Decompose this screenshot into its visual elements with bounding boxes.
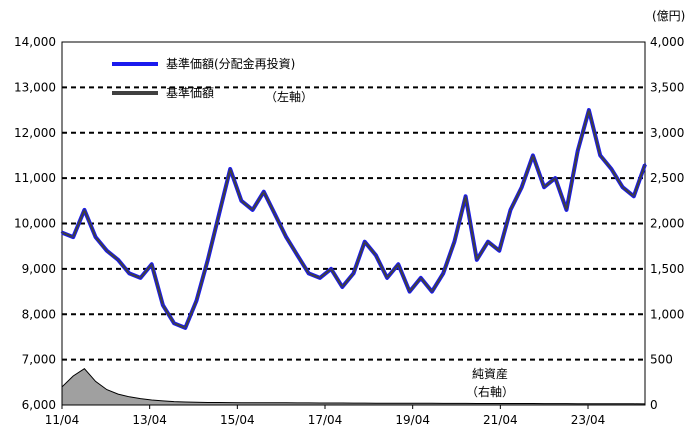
x-axis-tick-label: 11/04 bbox=[45, 413, 80, 427]
right-axis-tick-label: 2,500 bbox=[650, 171, 684, 185]
nav-point bbox=[498, 249, 501, 252]
nav-point bbox=[251, 209, 254, 211]
nav-point bbox=[610, 168, 613, 170]
nav-point bbox=[621, 186, 624, 188]
left-axis-tick-label: 10,000 bbox=[14, 217, 56, 231]
left-axis-tick-label: 7,000 bbox=[22, 353, 56, 367]
nav-point bbox=[363, 240, 366, 243]
left-axis-tick-label: 9,000 bbox=[22, 262, 56, 276]
nav-point bbox=[307, 272, 310, 275]
right-axis-unit: (億円) bbox=[652, 9, 685, 23]
legend: 基準価額(分配金再投資) 基準価額 bbox=[112, 56, 295, 100]
nav-point bbox=[296, 254, 299, 257]
nav-point bbox=[644, 163, 646, 166]
nav-point bbox=[83, 209, 86, 211]
nav-point bbox=[408, 290, 411, 293]
x-axis-tick-label: 21/04 bbox=[483, 413, 518, 427]
right-axis-tick-label: 3,500 bbox=[650, 80, 684, 94]
nav-point bbox=[420, 277, 422, 279]
right-axis-tick-label: 3,000 bbox=[650, 126, 684, 140]
left-axis-tick-label: 12,000 bbox=[14, 126, 56, 140]
line-layer bbox=[60, 108, 647, 330]
legend-label-reinvest: 基準価額(分配金再投資) bbox=[166, 56, 295, 71]
nav-point bbox=[341, 286, 344, 288]
nav-point bbox=[386, 277, 388, 279]
nav-point bbox=[375, 254, 377, 257]
nav-point bbox=[285, 236, 288, 238]
nav-point bbox=[442, 272, 445, 275]
right-axis-note: （右軸） bbox=[466, 384, 514, 399]
nav-point bbox=[476, 259, 478, 261]
nav-point bbox=[274, 213, 276, 216]
nav-point bbox=[319, 277, 321, 279]
nav-point bbox=[431, 290, 433, 293]
left-axis-tick-label: 14,000 bbox=[14, 35, 56, 49]
nav-point bbox=[599, 154, 601, 157]
nav-point bbox=[453, 240, 456, 243]
nav-point bbox=[106, 249, 108, 252]
nav-point bbox=[207, 259, 209, 261]
nav-point bbox=[139, 277, 142, 279]
nav-point bbox=[173, 322, 175, 325]
left-axis-tick-label: 13,000 bbox=[14, 80, 56, 94]
legend-label-nav: 基準価額 bbox=[166, 85, 214, 100]
nav-line bbox=[61, 109, 646, 329]
x-axis-tick-label: 17/04 bbox=[308, 413, 343, 427]
x-axis-tick-label: 23/04 bbox=[571, 413, 606, 427]
nav-point bbox=[128, 272, 131, 275]
nav-point bbox=[61, 231, 63, 234]
nav-point bbox=[509, 209, 512, 211]
nav-point bbox=[352, 272, 355, 275]
nav-point bbox=[543, 186, 545, 188]
left-axis-tick-label: 8,000 bbox=[22, 307, 56, 321]
nav-point bbox=[240, 200, 243, 202]
net-assets-area bbox=[61, 368, 646, 406]
grid-layer bbox=[61, 41, 646, 406]
nav-point bbox=[464, 195, 467, 198]
right-axis-tick-label: 500 bbox=[650, 353, 673, 367]
nav-point bbox=[397, 263, 400, 266]
nav-point bbox=[150, 263, 153, 266]
area-layer bbox=[61, 368, 646, 406]
nav-point bbox=[263, 190, 265, 193]
x-axis-tick-label: 15/04 bbox=[220, 413, 255, 427]
nav-point bbox=[487, 240, 489, 243]
nav-point bbox=[195, 299, 198, 302]
nav-point bbox=[72, 236, 74, 238]
nav-point bbox=[117, 259, 119, 261]
right-axis-tick-label: 1,500 bbox=[650, 262, 684, 276]
left-axis-note: （左軸） bbox=[265, 89, 313, 104]
nav-point bbox=[162, 304, 164, 307]
x-axis-tick-label: 19/04 bbox=[395, 413, 430, 427]
nav-point bbox=[588, 109, 590, 111]
reinvested-nav-line bbox=[61, 108, 647, 330]
nav-point bbox=[229, 168, 231, 170]
right-axis-tick-label: 4,000 bbox=[650, 35, 684, 49]
nav-point bbox=[633, 195, 635, 198]
nav-point bbox=[520, 186, 523, 188]
nav-point bbox=[565, 209, 568, 211]
net-assets-label: 純資産 bbox=[472, 366, 508, 381]
nav-point bbox=[554, 177, 557, 179]
axis-layer: 6,000 7,000 8,000 9,000 10,000 11,000 12,000 13… bbox=[14, 35, 684, 427]
right-axis-tick-label: 0 bbox=[650, 398, 658, 412]
nav-point bbox=[184, 327, 187, 329]
left-axis-tick-label: 6,000 bbox=[22, 398, 56, 412]
right-axis-tick-label: 1,000 bbox=[650, 307, 684, 321]
nav-point bbox=[218, 213, 220, 216]
right-axis-tick-label: 2,000 bbox=[650, 217, 684, 231]
nav-point bbox=[330, 268, 332, 270]
nav-point bbox=[576, 150, 579, 152]
x-axis-tick-label: 13/04 bbox=[132, 413, 167, 427]
nav-point bbox=[532, 154, 534, 157]
left-axis-tick-label: 11,000 bbox=[14, 171, 56, 185]
nav-point bbox=[94, 236, 97, 238]
